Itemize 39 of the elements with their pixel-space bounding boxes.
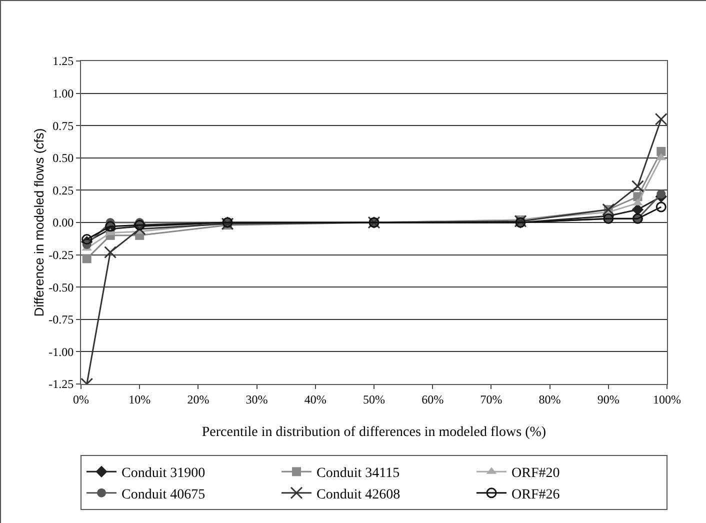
x-tick-label: 0% <box>73 392 89 406</box>
x-tick-label: 60% <box>422 392 444 406</box>
y-tick-label: 1.25 <box>52 54 74 68</box>
x-tick-label: 70% <box>480 392 502 406</box>
point <box>82 254 92 264</box>
x-tick-label: 20% <box>187 392 210 406</box>
legend-label: ORF#26 <box>512 487 560 502</box>
y-tick-label: 0.00 <box>52 216 74 230</box>
x-tick-label: 90% <box>597 392 620 406</box>
y-axis-title: Difference in modeled flows (cfs) <box>32 128 47 317</box>
point <box>631 180 644 193</box>
y-tick-label: 0.50 <box>52 151 74 166</box>
legend-label: Conduit 34115 <box>316 466 400 482</box>
point <box>656 202 666 212</box>
point <box>133 222 146 236</box>
y-tick-label: 0.75 <box>52 118 74 133</box>
y-tick-label: -0.50 <box>48 280 74 294</box>
x-tick-label: 100% <box>653 392 681 406</box>
y-tick-label: 1.00 <box>52 86 74 100</box>
x-tick-label: 50% <box>363 392 385 406</box>
legend-label: Conduit 31900 <box>122 466 206 482</box>
legend-label: Conduit 42608 <box>316 487 400 502</box>
point <box>656 146 666 156</box>
point <box>656 190 666 199</box>
x-axis-title: Percentile in distribution of differences in modeled flows (%) <box>202 425 546 440</box>
x-tick-label: 40% <box>304 392 326 406</box>
y-tick-label: -0.25 <box>48 248 74 262</box>
y-tick-label: -0.75 <box>48 312 74 327</box>
y-tick-label: -1.00 <box>48 344 74 359</box>
point <box>82 234 92 245</box>
x-tick-label: 10% <box>128 392 151 406</box>
y-tick-label: 0.25 <box>52 183 74 198</box>
legend-label: ORF#20 <box>512 466 560 482</box>
legend-label: Conduit 40675 <box>122 487 206 502</box>
y-tick-label: -1.25 <box>48 377 74 392</box>
x-tick-label: 30% <box>246 392 268 406</box>
point <box>104 246 117 258</box>
x-tick-label: 80% <box>538 392 561 406</box>
point <box>105 221 116 232</box>
